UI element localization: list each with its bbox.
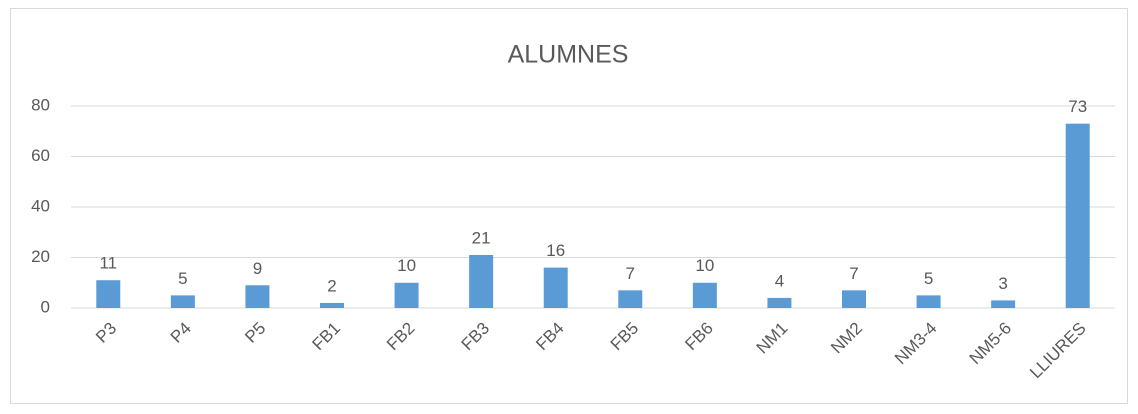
bar [394,282,419,308]
data-label: 5 [924,269,933,288]
data-label: 10 [695,256,714,275]
y-tick-label: 0 [41,297,50,316]
data-label: 3 [998,274,1007,293]
y-tick-label: 40 [31,196,50,215]
bar [245,285,270,308]
data-label: 2 [327,276,336,295]
chart-title: ALUMNES [508,41,629,69]
bar [767,297,792,308]
bar [991,300,1016,308]
data-label: 7 [849,264,858,283]
bar [618,290,643,308]
data-label: 16 [546,241,565,260]
data-label: 4 [775,271,784,290]
y-tick-label: 20 [31,247,50,266]
bar [543,267,568,308]
data-label: 10 [397,256,416,275]
y-tick-label: 80 [31,95,50,114]
bar [1065,123,1090,308]
bar [320,302,344,308]
bar [469,254,494,308]
chart-border [10,8,1128,404]
bar [170,295,195,308]
bar [692,282,717,308]
data-label: 5 [178,269,187,288]
bar [96,280,121,308]
data-label: 73 [1068,97,1087,116]
y-tick-label: 60 [31,146,50,165]
data-label: 21 [472,228,491,247]
bar [842,290,866,308]
data-label: 11 [99,254,117,273]
data-label: 9 [253,259,262,278]
data-label: 7 [626,264,635,283]
bar [916,295,941,308]
